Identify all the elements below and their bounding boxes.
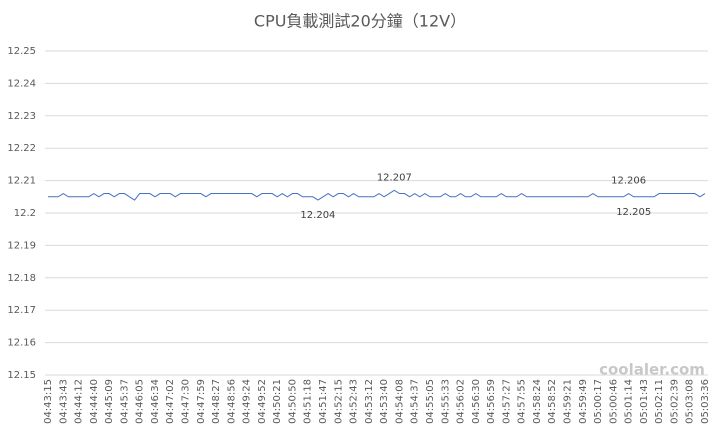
data-label: 12.205 [616, 207, 651, 218]
x-tick-label: 04:46:05 [135, 379, 146, 424]
x-tick-label: 04:57:27 [501, 379, 512, 424]
x-tick-label: 04:48:56 [226, 379, 237, 424]
y-tick-label: 12.25 [7, 46, 36, 57]
x-tick-label: 05:01:43 [639, 379, 650, 424]
x-tick-label: 04:45:09 [104, 379, 115, 424]
x-tick-label: 05:02:39 [669, 379, 680, 424]
x-tick-label: 04:56:30 [471, 379, 482, 424]
x-tick-label: 04:53:40 [379, 379, 390, 424]
y-tick-label: 12.22 [7, 143, 36, 154]
data-label: 12.204 [300, 210, 335, 221]
x-tick-label: 04:45:37 [119, 379, 130, 424]
x-tick-label: 04:54:37 [410, 379, 421, 424]
x-tick-label: 04:48:27 [211, 379, 222, 424]
x-tick-label: 04:50:21 [272, 379, 283, 424]
data-line [48, 189, 706, 201]
x-tick-label: 05:03:36 [700, 379, 711, 424]
y-tick-label: 12.19 [7, 240, 36, 251]
x-tick-label: 04:44:12 [74, 379, 85, 424]
y-tick-label: 12.15 [7, 370, 36, 381]
x-tick-label: 04:49:52 [257, 379, 268, 424]
y-tick-label: 12.23 [7, 111, 36, 122]
x-tick-label: 04:59:21 [562, 379, 573, 424]
y-tick-label: 12.2 [14, 208, 36, 219]
x-tick-label: 05:03:08 [685, 379, 696, 424]
data-label: 12.207 [377, 172, 412, 183]
x-tick-label: 04:56:59 [486, 379, 497, 424]
x-tick-label: 05:00:17 [593, 379, 604, 424]
x-tick-label: 04:57:55 [517, 379, 528, 424]
x-tick-label: 04:58:24 [532, 379, 543, 424]
x-tick-label: 04:51:47 [318, 379, 329, 424]
y-tick-label: 12.24 [7, 78, 36, 89]
x-tick-label: 04:52:43 [349, 379, 360, 424]
chart-title: CPU負載測試20分鐘（12V） [254, 12, 466, 31]
y-tick-label: 12.16 [7, 338, 36, 349]
x-tick-label: 04:55:05 [425, 379, 436, 424]
x-tick-label: 04:44:40 [89, 379, 100, 424]
data-label: 12.206 [611, 176, 646, 187]
x-tick-label: 04:54:08 [394, 379, 405, 424]
x-tick-label: 04:43:43 [58, 379, 69, 424]
x-tick-label: 05:02:11 [654, 379, 665, 424]
x-tick-label: 04:58:52 [547, 379, 558, 424]
watermark: coolaler.com [599, 361, 705, 379]
x-tick-label: 04:56:02 [456, 379, 467, 424]
x-tick-label: 04:47:02 [165, 379, 176, 424]
x-tick-label: 05:01:14 [624, 379, 635, 424]
y-tick-label: 12.18 [7, 273, 36, 284]
x-tick-label: 04:55:33 [440, 379, 451, 424]
x-tick-label: 04:53:12 [364, 379, 375, 424]
x-tick-label: 04:52:15 [333, 379, 344, 424]
x-tick-label: 04:51:18 [303, 379, 314, 424]
x-tick-label: 04:43:15 [43, 379, 54, 424]
x-tick-label: 05:00:46 [608, 379, 619, 424]
x-tick-label: 04:50:50 [287, 379, 298, 424]
y-tick-label: 12.21 [7, 176, 36, 187]
x-tick-label: 04:59:49 [578, 379, 589, 424]
y-tick-label: 12.17 [7, 305, 36, 316]
x-tick-label: 04:47:59 [196, 379, 207, 424]
x-tick-label: 04:47:30 [181, 379, 192, 424]
x-tick-label: 04:46:34 [150, 379, 161, 424]
x-tick-label: 04:49:24 [242, 379, 253, 424]
